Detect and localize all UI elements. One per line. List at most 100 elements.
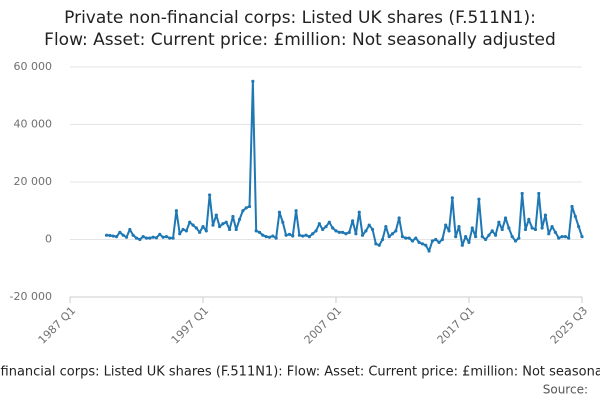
point [434,237,438,242]
point [171,236,175,240]
point [118,230,122,234]
point [204,229,208,233]
caption: Private non-financial corps: Listed UK s… [0,365,600,380]
point [384,224,388,229]
point [158,232,162,236]
point [477,197,481,201]
point [174,209,178,213]
point [291,234,295,238]
point [198,230,202,234]
point [543,213,548,217]
point [121,233,125,237]
point [580,235,584,239]
point [553,230,558,234]
point [274,236,278,240]
point [414,236,418,240]
point [570,204,574,209]
point [114,235,119,239]
point [374,242,378,246]
point [214,213,218,217]
point [227,227,232,232]
point [281,220,285,224]
point [161,235,165,239]
point [387,235,391,239]
point [560,235,564,239]
point [301,234,305,238]
point [131,233,135,237]
point [360,233,365,237]
y-tick-label: -20 000 [10,290,52,303]
point [261,233,265,237]
point [188,220,192,224]
point [128,227,132,232]
point [487,233,491,237]
point [211,223,215,227]
x-tick-label: 2007 Q1 [302,304,345,347]
point [410,239,415,243]
point [221,222,225,226]
point [497,220,501,224]
point [370,227,375,232]
point [321,227,325,232]
point [257,230,262,234]
point [493,233,498,237]
point [331,226,335,230]
point [517,236,521,240]
point [267,235,272,239]
point [407,236,411,240]
point [317,222,321,226]
point [523,227,528,232]
point [311,232,315,236]
point [194,226,198,230]
point [440,237,444,242]
point [447,229,451,233]
point [567,236,571,240]
point [437,240,441,244]
x-tick-label: 1987 Q1 [36,304,79,347]
point [547,232,551,236]
point [390,232,395,236]
point [480,235,484,239]
point [503,216,508,220]
point [444,223,448,227]
point [540,226,544,230]
point [347,230,351,234]
point [513,239,518,243]
point [264,235,268,239]
point [144,236,149,240]
point [380,237,385,242]
point [537,191,541,196]
point [164,235,169,239]
point [124,235,129,239]
point [400,235,405,239]
y-tick-label: 60 000 [14,60,53,73]
point [417,240,421,244]
point [563,235,567,239]
point [241,209,245,213]
point [397,216,401,220]
point [247,204,252,209]
point [168,236,172,240]
point [464,235,468,239]
point [354,232,358,236]
point [324,224,328,229]
point [500,227,504,232]
point [277,210,282,214]
point [108,233,112,238]
point [271,234,275,238]
y-tick-label: 20 000 [14,175,53,188]
x-tick-label: 1997 Q1 [169,304,212,347]
point [520,191,524,196]
point [424,243,428,247]
point [104,233,109,237]
point [344,232,348,236]
point [201,224,205,229]
x-tick-label: 2017 Q1 [435,304,478,347]
point [208,193,212,197]
point [134,236,139,240]
point [367,223,371,227]
point [327,220,331,224]
point [297,233,302,237]
point [430,239,434,243]
